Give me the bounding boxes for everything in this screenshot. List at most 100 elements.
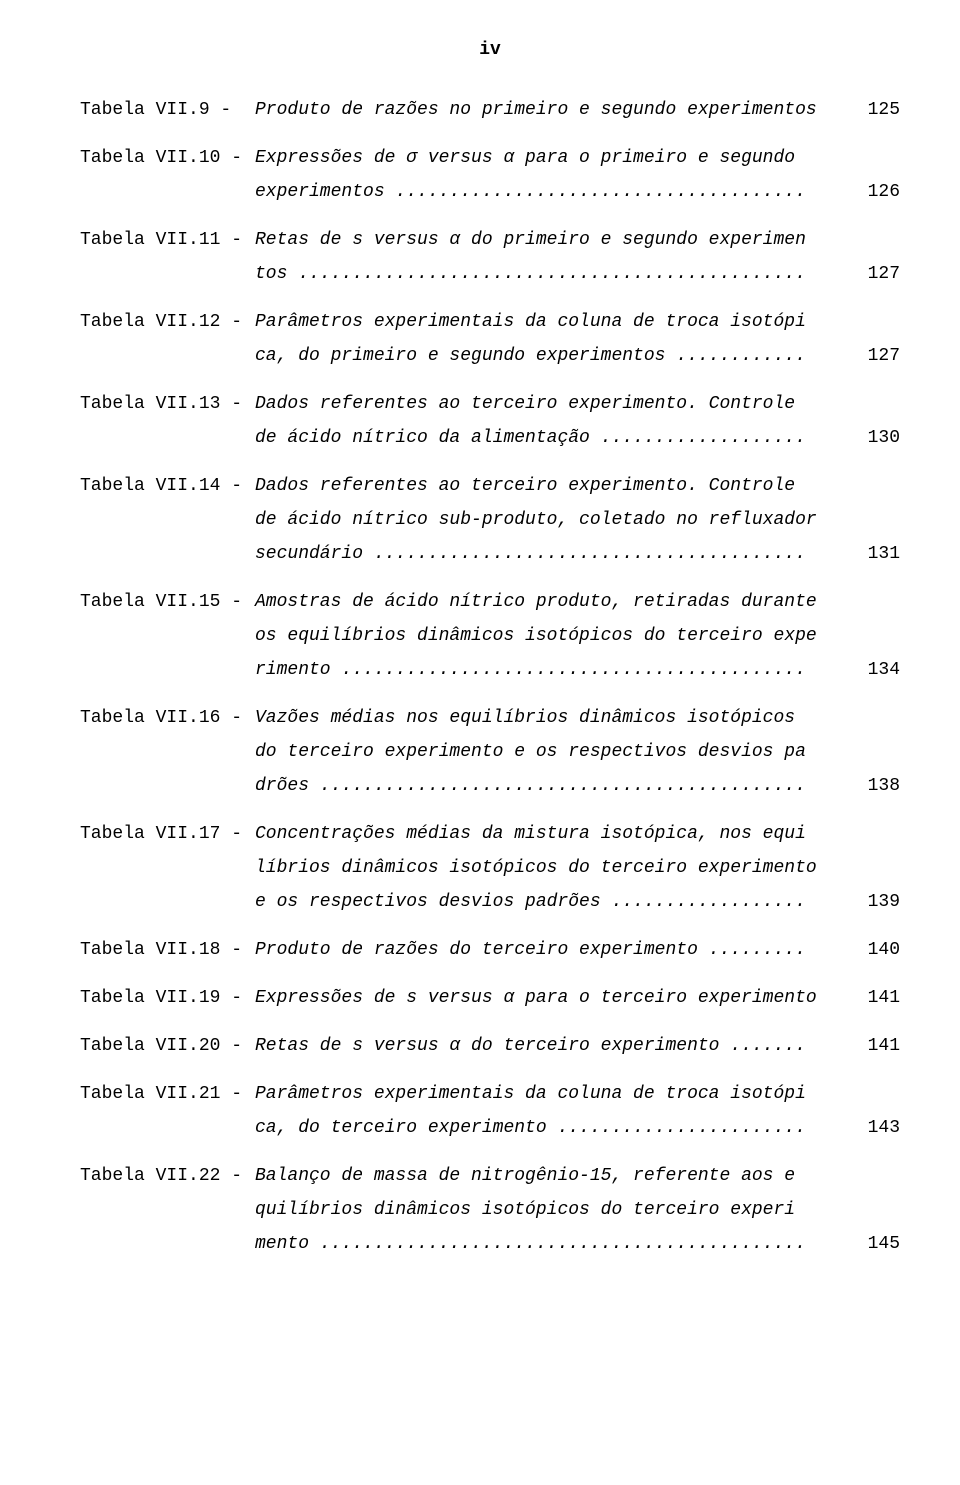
toc-entry-text: Dados referentes ao terceiro experimento… [255, 394, 900, 414]
toc-entry-page: 140 [840, 940, 900, 960]
toc-entry-label: Tabela VII.18 - [80, 940, 255, 960]
toc-entry-last-line: Expressões de s versus α para o terceiro… [255, 988, 900, 1008]
toc-entry-description: Produto de razões no primeiro e segundo … [255, 100, 900, 120]
toc-entry-label: Tabela VII.11 - [80, 230, 255, 250]
toc-entry-last-line: tos ....................................… [255, 264, 900, 284]
toc-entry: Tabela VII.11 -Retas de s versus α do pr… [80, 230, 900, 284]
toc-entry-text: tos ....................................… [255, 264, 806, 284]
toc-entry-label: Tabela VII.15 - [80, 592, 255, 612]
toc-entry-text: Dados referentes ao terceiro experimento… [255, 476, 900, 496]
toc-entry-description: Retas de s versus α do terceiro experime… [255, 1036, 900, 1056]
toc-entry-page: 143 [840, 1118, 900, 1138]
toc-entry-description: Expressões de σ versus α para o primeiro… [255, 148, 900, 202]
toc-entry-last-line: experimentos ...........................… [255, 182, 900, 202]
toc-entry-page: 131 [840, 544, 900, 564]
toc-entry-last-line: secundário .............................… [255, 544, 900, 564]
toc-entry-page: 130 [840, 428, 900, 448]
toc-entry-page: 127 [840, 264, 900, 284]
toc-entry: Tabela VII.12 -Parâmetros experimentais … [80, 312, 900, 366]
toc-entry-text: secundário .............................… [255, 544, 806, 564]
toc-entry-label: Tabela VII.22 - [80, 1166, 255, 1186]
toc-entry-page: 127 [840, 346, 900, 366]
toc-entry-page: 125 [840, 100, 900, 120]
toc-entry-description: Produto de razões do terceiro experiment… [255, 940, 900, 960]
toc-entry: Tabela VII.17 -Concentrações médias da m… [80, 824, 900, 912]
toc-entry: Tabela VII.20 -Retas de s versus α do te… [80, 1036, 900, 1056]
toc-entry-label: Tabela VII.13 - [80, 394, 255, 414]
toc-entry-text: Parâmetros experimentais da coluna de tr… [255, 1084, 900, 1104]
toc-entry-label: Tabela VII.19 - [80, 988, 255, 1008]
toc-entry-label: Tabela VII.20 - [80, 1036, 255, 1056]
toc-entry-text: mento ..................................… [255, 1234, 806, 1254]
toc-entry-last-line: Retas de s versus α do terceiro experime… [255, 1036, 900, 1056]
toc-entry-page: 126 [840, 182, 900, 202]
toc-entry-text: Vazões médias nos equilíbrios dinâmicos … [255, 708, 900, 728]
toc-entry: Tabela VII.21 -Parâmetros experimentais … [80, 1084, 900, 1138]
toc-entry: Tabela VII.15 -Amostras de ácido nítrico… [80, 592, 900, 680]
toc-entry-description: Vazões médias nos equilíbrios dinâmicos … [255, 708, 900, 796]
toc-entry-last-line: Produto de razões no primeiro e segundo … [255, 100, 900, 120]
toc-entry-text: ca, do primeiro e segundo experimentos .… [255, 346, 806, 366]
toc-entry-text: Retas de s versus α do terceiro experime… [255, 1036, 806, 1056]
toc-entry-page: 145 [840, 1234, 900, 1254]
toc-entry-last-line: Produto de razões do terceiro experiment… [255, 940, 900, 960]
toc-entry: Tabela VII.16 -Vazões médias nos equilíb… [80, 708, 900, 796]
toc-entry-description: Retas de s versus α do primeiro e segund… [255, 230, 900, 284]
toc-entry: Tabela VII.18 -Produto de razões do terc… [80, 940, 900, 960]
toc-entry-description: Dados referentes ao terceiro experimento… [255, 394, 900, 448]
toc-entry-text: Retas de s versus α do primeiro e segund… [255, 230, 900, 250]
toc-entry-description: Amostras de ácido nítrico produto, retir… [255, 592, 900, 680]
toc-entry-last-line: drões ..................................… [255, 776, 900, 796]
toc-entry-last-line: de ácido nítrico da alimentação ........… [255, 428, 900, 448]
toc-entry-text: de ácido nítrico da alimentação ........… [255, 428, 806, 448]
toc-entry-text: Amostras de ácido nítrico produto, retir… [255, 592, 900, 612]
toc-entry-label: Tabela VII.9 - [80, 100, 255, 120]
toc-entry-text: os equilíbrios dinâmicos isotópicos do t… [255, 626, 900, 646]
toc-entry-page: 141 [840, 988, 900, 1008]
toc-entry-text: Produto de razões do terceiro experiment… [255, 940, 806, 960]
toc-entry-last-line: e os respectivos desvios padrões .......… [255, 892, 900, 912]
toc-entry-description: Dados referentes ao terceiro experimento… [255, 476, 900, 564]
toc-entry-label: Tabela VII.16 - [80, 708, 255, 728]
toc-entry-description: Balanço de massa de nitrogênio-15, refer… [255, 1166, 900, 1254]
toc-entry-text: Parâmetros experimentais da coluna de tr… [255, 312, 900, 332]
toc-entry-description: Parâmetros experimentais da coluna de tr… [255, 312, 900, 366]
toc-entry-last-line: mento ..................................… [255, 1234, 900, 1254]
toc-entry-text: líbrios dinâmicos isotópicos do terceiro… [255, 858, 900, 878]
toc-entry: Tabela VII.19 -Expressões de s versus α … [80, 988, 900, 1008]
toc-entry-label: Tabela VII.14 - [80, 476, 255, 496]
toc-entry-text: Produto de razões no primeiro e segundo … [255, 100, 817, 120]
toc-entry-page: 141 [840, 1036, 900, 1056]
toc-list: Tabela VII.9 -Produto de razões no prime… [80, 100, 900, 1254]
toc-entry-label: Tabela VII.21 - [80, 1084, 255, 1104]
toc-entry-page: 138 [840, 776, 900, 796]
toc-entry-description: Concentrações médias da mistura isotópic… [255, 824, 900, 912]
toc-entry-page: 139 [840, 892, 900, 912]
toc-entry-label: Tabela VII.10 - [80, 148, 255, 168]
toc-entry-text: Expressões de σ versus α para o primeiro… [255, 148, 900, 168]
toc-entry-page: 134 [840, 660, 900, 680]
toc-entry: Tabela VII.13 -Dados referentes ao terce… [80, 394, 900, 448]
toc-entry-text: do terceiro experimento e os respectivos… [255, 742, 900, 762]
toc-entry-text: ca, do terceiro experimento ............… [255, 1118, 806, 1138]
toc-entry-description: Parâmetros experimentais da coluna de tr… [255, 1084, 900, 1138]
page-number-top: iv [80, 40, 900, 60]
toc-entry-label: Tabela VII.17 - [80, 824, 255, 844]
toc-entry-text: de ácido nítrico sub-produto, coletado n… [255, 510, 900, 530]
toc-entry-text: experimentos ...........................… [255, 182, 806, 202]
toc-entry-text: Concentrações médias da mistura isotópic… [255, 824, 900, 844]
toc-entry: Tabela VII.22 -Balanço de massa de nitro… [80, 1166, 900, 1254]
toc-entry-text: Balanço de massa de nitrogênio-15, refer… [255, 1166, 900, 1186]
toc-entry-last-line: rimento ................................… [255, 660, 900, 680]
toc-entry: Tabela VII.9 -Produto de razões no prime… [80, 100, 900, 120]
toc-entry-text: Expressões de s versus α para o terceiro… [255, 988, 817, 1008]
toc-entry: Tabela VII.10 -Expressões de σ versus α … [80, 148, 900, 202]
toc-entry-text: e os respectivos desvios padrões .......… [255, 892, 806, 912]
toc-entry-last-line: ca, do primeiro e segundo experimentos .… [255, 346, 900, 366]
toc-entry-label: Tabela VII.12 - [80, 312, 255, 332]
toc-entry-text: drões ..................................… [255, 776, 806, 796]
toc-entry-last-line: ca, do terceiro experimento ............… [255, 1118, 900, 1138]
toc-entry: Tabela VII.14 -Dados referentes ao terce… [80, 476, 900, 564]
toc-entry-description: Expressões de s versus α para o terceiro… [255, 988, 900, 1008]
toc-entry-text: quilíbrios dinâmicos isotópicos do terce… [255, 1200, 900, 1220]
